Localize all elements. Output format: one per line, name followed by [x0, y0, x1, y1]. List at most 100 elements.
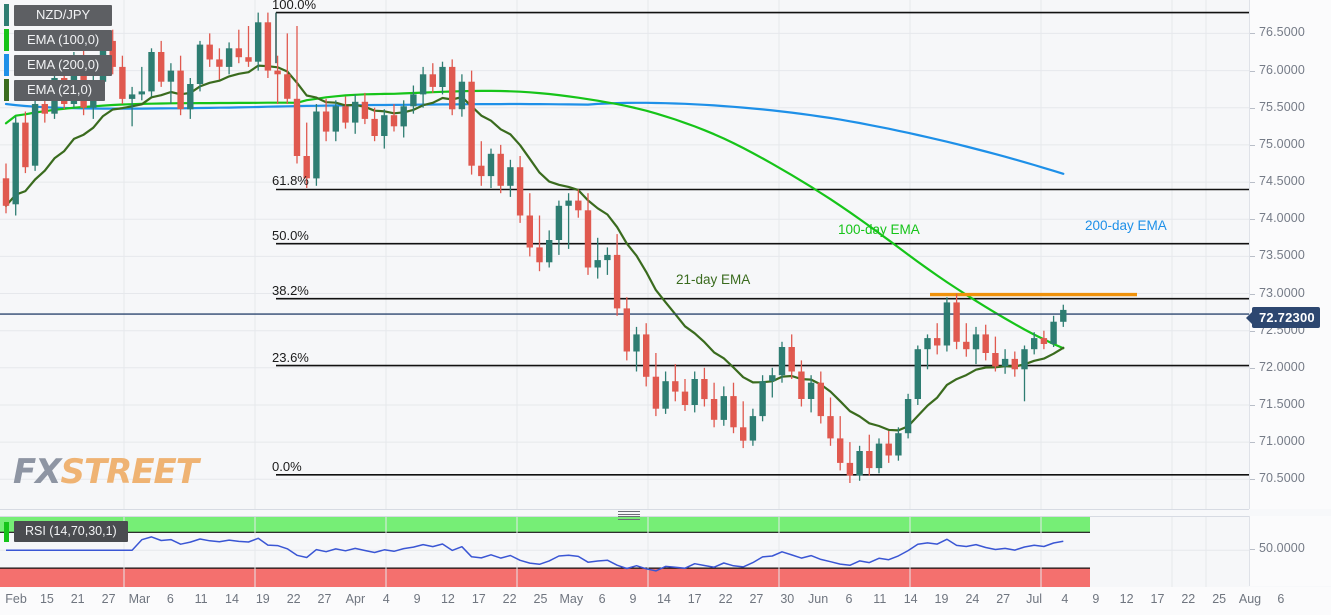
- price-axis-tick: [1250, 405, 1255, 406]
- fib-label-1000: 100.0%: [272, 0, 317, 12]
- time-axis-label: 27: [317, 592, 332, 606]
- price-axis-label: 71.0000: [1259, 434, 1305, 449]
- legend-item-label: NZD/JPY: [14, 4, 113, 26]
- time-axis-label: 4: [382, 592, 390, 606]
- legend-item-label: EMA (21,0): [14, 79, 106, 101]
- time-axis-label: 11: [194, 592, 208, 606]
- legend-swatch-icon: [4, 79, 9, 101]
- price-axis-label: 74.0000: [1259, 211, 1305, 226]
- time-axis-label: Aug: [1238, 592, 1262, 606]
- time-axis-label: 24: [965, 592, 980, 606]
- time-axis-label: 6: [845, 592, 853, 606]
- time-axis-label: 25: [1212, 592, 1227, 606]
- time-axis-label: Feb: [5, 592, 27, 606]
- time-axis-label: 11: [873, 592, 887, 606]
- time-axis-label: 27: [101, 592, 116, 606]
- price-axis-tick: [1250, 182, 1255, 184]
- time-axis-label: 27: [996, 592, 1011, 606]
- legend-item-1[interactable]: EMA (100,0): [4, 29, 113, 51]
- price-axis-label: 71.5000: [1259, 396, 1305, 411]
- time-axis-label: 22: [286, 592, 301, 606]
- time-axis-label: 19: [255, 592, 270, 606]
- price-axis-label: 76.5000: [1259, 25, 1305, 40]
- price-axis-label: 75.0000: [1259, 136, 1305, 151]
- price-axis-tick: [1250, 70, 1255, 72]
- time-axis-label: 17: [687, 592, 702, 606]
- time-axis-label: 25: [533, 592, 548, 606]
- fib-label-236: 23.6%: [272, 349, 309, 365]
- time-axis-label: 9: [413, 592, 421, 606]
- fxstreet-watermark: FXSTREET: [13, 452, 199, 492]
- rsi-legend: RSI (14,70,30,1): [4, 521, 128, 542]
- time-axis-label: 21: [70, 592, 85, 606]
- time-axis-label: 14: [656, 592, 671, 606]
- time-axis-label: Jun: [808, 592, 829, 606]
- time-axis-label: 12: [1119, 592, 1134, 606]
- legend-swatch-icon: [4, 29, 9, 51]
- ema100-annotation: 100-day EMA: [838, 222, 920, 237]
- time-axis[interactable]: Feb 15 21 27 Mar 6 11 14 19 22 27 Apr 4 9 12 17 22 25 May 6…: [0, 587, 1331, 615]
- price-axis-label: 72.0000: [1259, 359, 1305, 374]
- price-axis-tick: [1250, 107, 1255, 109]
- price-axis-tick: [1250, 330, 1255, 332]
- legend-item-3[interactable]: EMA (21,0): [4, 79, 112, 101]
- current-price-badge: 72.72300: [1252, 307, 1320, 328]
- fib-label-00: 0.0%: [272, 458, 302, 474]
- price-axis-label: 73.0000: [1259, 285, 1305, 300]
- time-axis-label: 6: [598, 592, 606, 606]
- time-axis-label: Mar: [128, 592, 151, 606]
- rsi-axis: 50.00000.0000: [1249, 516, 1331, 600]
- legend-item-2[interactable]: EMA (200,0): [4, 54, 113, 76]
- time-axis-label: Apr: [345, 592, 366, 606]
- pane-resize-handle[interactable]: [618, 511, 640, 520]
- time-axis-label: 15: [39, 592, 54, 606]
- rsi-axis-tick: [1250, 549, 1255, 551]
- time-axis-label: 9: [629, 592, 637, 606]
- time-axis-label: 22: [718, 592, 733, 606]
- fib-label-500: 50.0%: [272, 227, 309, 243]
- price-axis-tick: [1250, 479, 1255, 481]
- fib-label-382: 38.2%: [272, 282, 309, 298]
- current-price-value: 72.72300: [1259, 310, 1315, 325]
- watermark-street: STREET: [60, 452, 199, 492]
- legend-item-0[interactable]: NZD/JPY: [4, 4, 113, 26]
- price-chart-panel[interactable]: [0, 0, 1249, 510]
- time-axis-label: 30: [780, 592, 795, 606]
- rsi-legend-label: RSI (14,70,30,1): [14, 521, 128, 542]
- time-axis-label: 17: [471, 592, 486, 606]
- time-axis-label: 14: [225, 592, 239, 606]
- rsi-canvas: [0, 517, 1249, 587]
- price-axis[interactable]: 76.5000 76.0000 75.5000 75.0000 74.5000 74.00…: [1249, 0, 1331, 509]
- price-axis-tick: [1250, 367, 1255, 369]
- price-axis-label: 74.5000: [1259, 174, 1305, 189]
- time-axis-label: 22: [1181, 592, 1196, 606]
- legend-swatch-icon: [4, 54, 9, 76]
- price-axis-tick: [1250, 293, 1255, 295]
- rsi-legend-swatch: [4, 521, 9, 542]
- price-chart-canvas: [0, 0, 1249, 509]
- ema200-annotation: 200-day EMA: [1085, 218, 1167, 233]
- price-axis-tick: [1250, 256, 1255, 258]
- time-axis-label: 6: [166, 592, 174, 606]
- time-axis-label: 14: [903, 592, 918, 606]
- time-axis-label: 27: [749, 592, 764, 606]
- chart-legend: NZD/JPY EMA (100,0) EMA (200,0) EMA (21,0): [4, 4, 113, 104]
- legend-swatch-icon: [4, 4, 9, 26]
- price-axis-label: 73.5000: [1259, 248, 1305, 263]
- time-axis-label: 6: [1277, 592, 1285, 606]
- time-axis-label: 22: [502, 592, 517, 606]
- rsi-panel[interactable]: [0, 516, 1249, 588]
- time-axis-label: 12: [440, 592, 455, 606]
- legend-item-label: EMA (200,0): [14, 54, 113, 76]
- price-axis-tick: [1250, 219, 1255, 221]
- watermark-fx: FX: [13, 452, 61, 492]
- time-axis-label: Jul: [1026, 592, 1043, 606]
- fib-label-618: 61.8%: [272, 173, 309, 189]
- legend-item-label: EMA (100,0): [14, 29, 113, 51]
- rsi-axis-label: 50.0000: [1259, 541, 1305, 556]
- time-axis-label: May: [559, 592, 584, 606]
- price-axis-tick: [1250, 144, 1255, 146]
- price-axis-tick: [1250, 33, 1255, 35]
- time-axis-label: 19: [934, 592, 949, 606]
